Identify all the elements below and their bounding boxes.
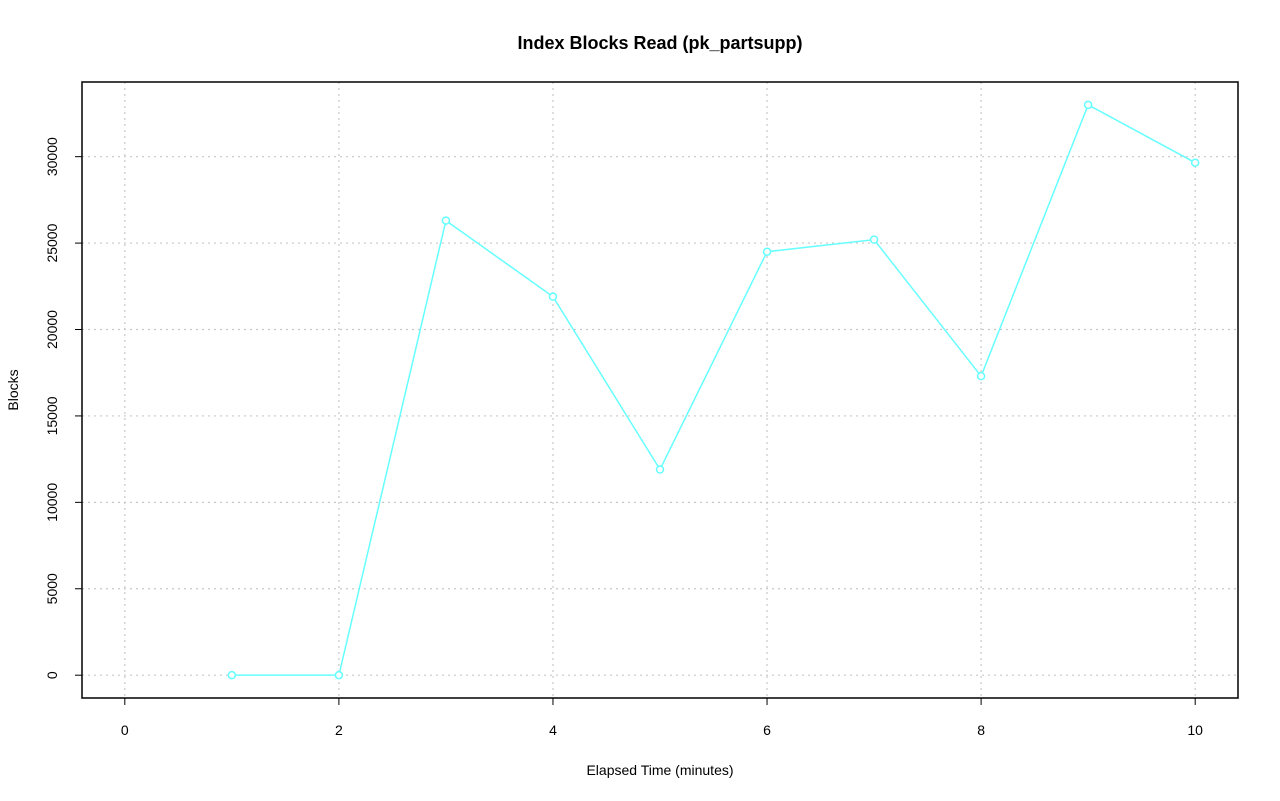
x-tick-label: 2 xyxy=(335,722,343,738)
y-tick-label: 30000 xyxy=(44,137,60,176)
y-tick-label: 20000 xyxy=(44,310,60,349)
x-tick-label: 8 xyxy=(977,722,985,738)
y-axis-label: Blocks xyxy=(5,369,21,410)
data-point xyxy=(1190,158,1200,167)
x-tick-label: 4 xyxy=(549,722,557,738)
data-point xyxy=(976,371,986,381)
x-tick-label: 10 xyxy=(1187,722,1203,738)
y-tick-label: 15000 xyxy=(44,396,60,435)
data-point xyxy=(762,247,772,256)
x-tick-label: 6 xyxy=(763,722,771,738)
plot-frame xyxy=(81,81,1239,699)
data-line xyxy=(231,103,1196,676)
data-point xyxy=(548,292,558,301)
data-point xyxy=(869,235,879,244)
data-point xyxy=(227,670,237,680)
y-tick-label: 10000 xyxy=(44,483,60,522)
data-point xyxy=(655,465,665,474)
data-point xyxy=(1083,100,1093,110)
x-axis-label: Elapsed Time (minutes) xyxy=(586,762,733,778)
y-tick-label: 25000 xyxy=(44,223,60,262)
y-tick-label: 5000 xyxy=(44,573,60,604)
data-point xyxy=(334,670,344,680)
data-point xyxy=(441,216,451,225)
x-tick-label: 0 xyxy=(121,722,129,738)
y-tick-label: 0 xyxy=(44,671,60,679)
chart-title: Index Blocks Read (pk_partsupp) xyxy=(517,33,802,53)
